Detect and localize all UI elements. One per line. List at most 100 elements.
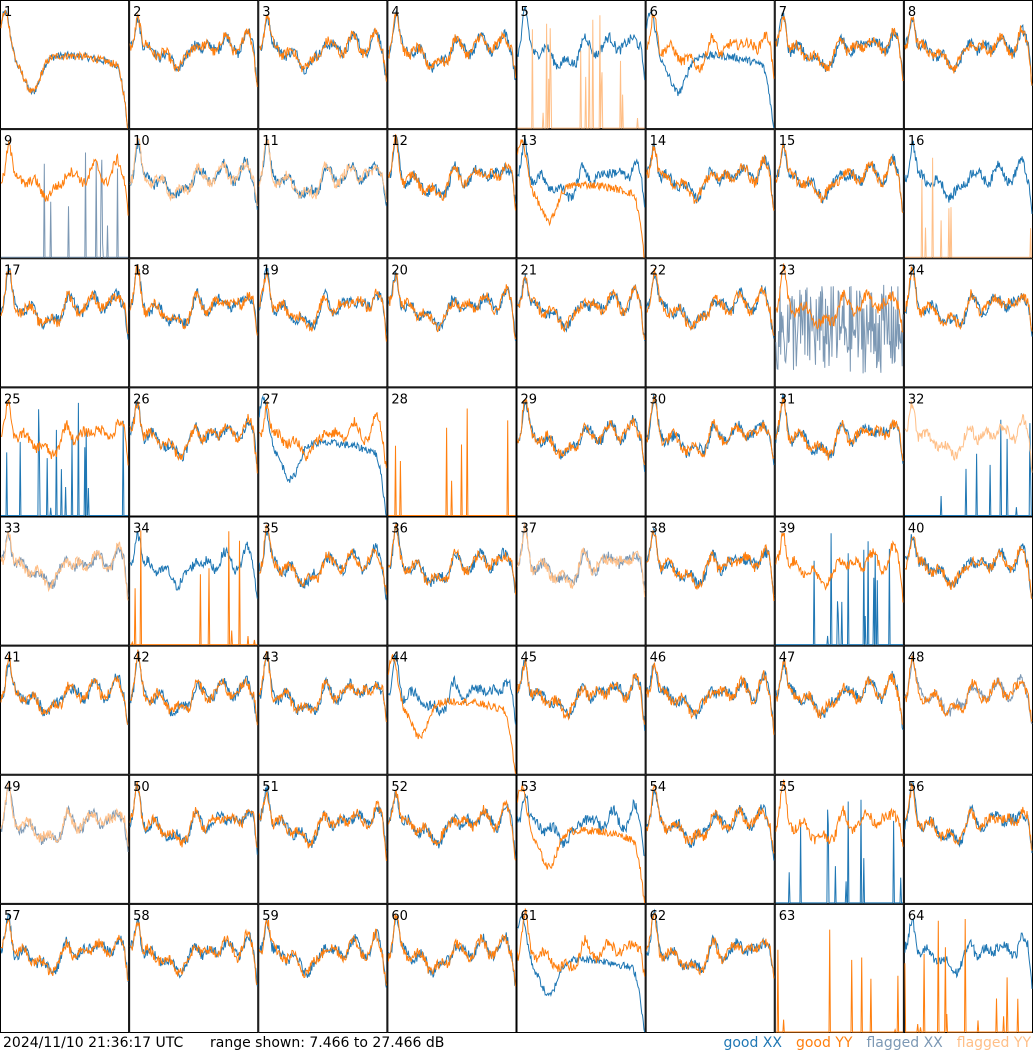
panel-44: 44 bbox=[387, 645, 517, 775]
series-xx-line bbox=[646, 908, 775, 978]
footer: 2024/11/10 21:36:17 UTC range shown: 7.4… bbox=[0, 1033, 1033, 1053]
panel-18: 18 bbox=[129, 258, 259, 388]
series-yy-line bbox=[387, 913, 516, 987]
series-yy-line bbox=[258, 791, 387, 862]
panel-2: 2 bbox=[129, 0, 259, 130]
panel-border bbox=[645, 903, 775, 1033]
panel-label: 26 bbox=[133, 392, 150, 407]
panel-border bbox=[645, 516, 775, 646]
series-yy-line bbox=[129, 781, 258, 848]
panel-51: 51 bbox=[258, 774, 388, 904]
panel-border bbox=[129, 645, 259, 775]
series-xx-line bbox=[387, 790, 516, 859]
series-xx-line bbox=[0, 780, 129, 852]
panel-label: 4 bbox=[391, 5, 399, 20]
panel-label: 54 bbox=[650, 780, 667, 795]
series-yy-line bbox=[129, 264, 258, 336]
series-yy-line bbox=[517, 522, 646, 598]
panel-border bbox=[0, 774, 130, 904]
panel-31: 31 bbox=[774, 387, 904, 517]
panel-border bbox=[387, 258, 517, 388]
panel-border bbox=[516, 387, 646, 517]
series-yy-line bbox=[517, 139, 645, 258]
series-yy-line bbox=[0, 918, 129, 982]
panel-14: 14 bbox=[645, 129, 775, 259]
series-yy-line bbox=[904, 16, 1033, 86]
panel-label: 8 bbox=[908, 5, 916, 20]
series-yy-line bbox=[646, 529, 775, 602]
panel-border bbox=[774, 258, 904, 388]
panel-label: 10 bbox=[133, 134, 150, 149]
panel-52: 52 bbox=[387, 774, 517, 904]
series-xx-line bbox=[258, 394, 387, 516]
series-xx-line bbox=[259, 138, 387, 207]
panel-label: 63 bbox=[779, 909, 796, 924]
panel-36: 36 bbox=[387, 516, 517, 646]
panel-64: 64 bbox=[903, 903, 1033, 1033]
timestamp: 2024/11/10 21:36:17 UTC bbox=[3, 1035, 184, 1051]
series-yy-line bbox=[387, 133, 516, 211]
panel-label: 3 bbox=[262, 5, 270, 20]
series-yy-line bbox=[129, 136, 258, 207]
panel-20: 20 bbox=[387, 258, 517, 388]
series-yy-line bbox=[129, 12, 258, 87]
panel-6: 6 bbox=[645, 0, 775, 130]
panel-label: 30 bbox=[650, 392, 667, 407]
panel-border bbox=[903, 0, 1033, 130]
panel-label: 21 bbox=[521, 263, 538, 278]
panel-label: 29 bbox=[521, 392, 538, 407]
panel-39: 39 bbox=[774, 516, 904, 646]
panel-border bbox=[516, 516, 646, 646]
legend-good-yy: good YY bbox=[795, 1035, 853, 1051]
panel-1: 1 bbox=[0, 0, 130, 130]
panel-label: 11 bbox=[262, 134, 279, 149]
panel-border bbox=[645, 645, 775, 775]
panel-border bbox=[645, 258, 775, 388]
series-xx-line bbox=[1, 532, 129, 597]
panel-label: 44 bbox=[391, 651, 408, 666]
panel-border bbox=[0, 129, 130, 259]
panel-label: 34 bbox=[133, 522, 150, 537]
panel-label: 27 bbox=[262, 392, 279, 407]
panel-border bbox=[516, 0, 646, 130]
panel-7: 7 bbox=[774, 0, 904, 130]
series-yy-line bbox=[517, 784, 646, 903]
panel-label: 12 bbox=[391, 134, 408, 149]
panel-40: 40 bbox=[903, 516, 1033, 646]
panel-label: 58 bbox=[133, 909, 150, 924]
series-xx-line bbox=[258, 14, 387, 81]
panel-label: 53 bbox=[521, 780, 538, 795]
series-xx-line bbox=[0, 662, 129, 726]
series-yy-line bbox=[775, 397, 904, 462]
series-xx-line bbox=[904, 419, 1032, 516]
panel-label: 39 bbox=[779, 522, 796, 537]
panel-49: 49 bbox=[0, 774, 130, 904]
panel-60: 60 bbox=[387, 903, 517, 1033]
panel-label: 14 bbox=[650, 134, 667, 149]
panel-border bbox=[0, 516, 130, 646]
panel-border bbox=[0, 645, 130, 775]
panel-label: 42 bbox=[133, 651, 150, 666]
panel-border bbox=[645, 0, 775, 130]
panel-border bbox=[129, 0, 259, 130]
panel-61: 61 bbox=[516, 903, 646, 1033]
panel-5: 5 bbox=[516, 0, 646, 130]
panel-border bbox=[387, 903, 517, 1033]
panel-label: 19 bbox=[262, 263, 279, 278]
series-xx-line bbox=[517, 659, 646, 731]
series-yy-line bbox=[387, 788, 516, 861]
legend-good-xx: good XX bbox=[723, 1035, 782, 1051]
series-xx-line bbox=[517, 915, 646, 1033]
panel-label: 36 bbox=[391, 522, 408, 537]
panel-24: 24 bbox=[903, 258, 1033, 388]
panel-border bbox=[258, 645, 388, 775]
panel-border bbox=[129, 903, 259, 1033]
panel-34: 34 bbox=[129, 516, 259, 646]
panel-62: 62 bbox=[645, 903, 775, 1033]
series-xx-line bbox=[775, 533, 903, 646]
panel-border bbox=[258, 774, 388, 904]
panel-41: 41 bbox=[0, 645, 130, 775]
panel-label: 15 bbox=[779, 134, 796, 149]
series-yy-line bbox=[775, 15, 904, 82]
series-yy-line bbox=[775, 263, 904, 333]
